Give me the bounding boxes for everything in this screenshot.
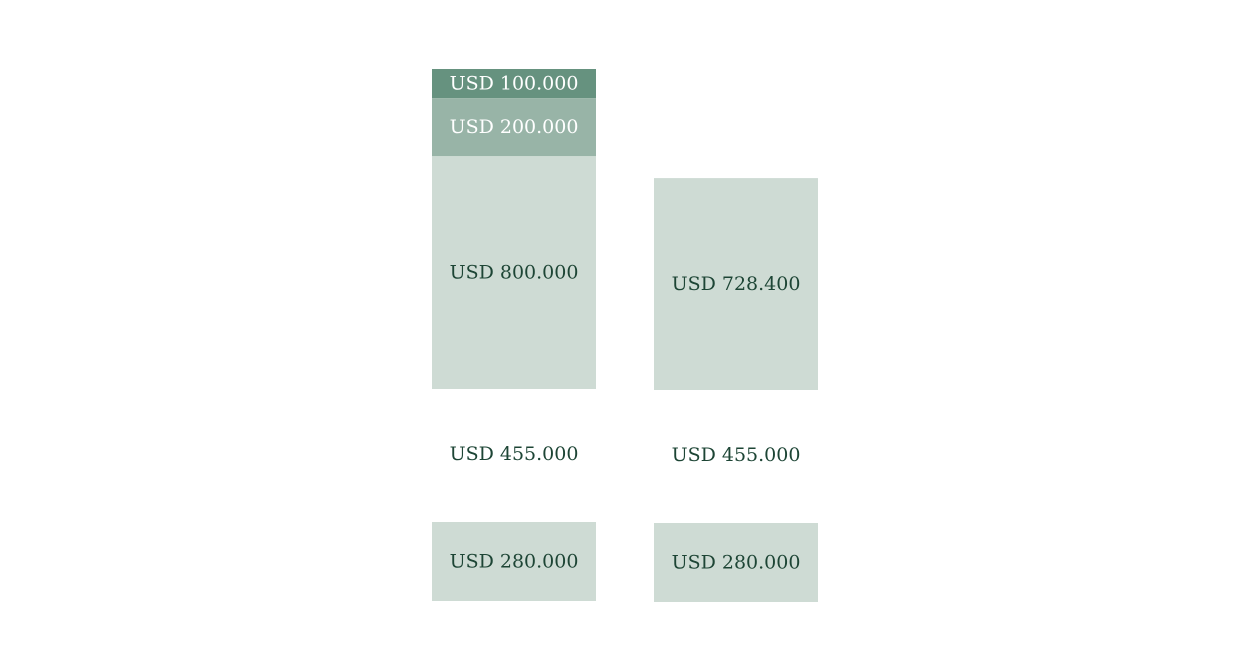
segment-value-label-c1-s5: USD 280.000 bbox=[450, 551, 579, 573]
bar-segment-c1-s5 bbox=[432, 522, 596, 601]
segment-value-label-c1-s4: USD 455.000 bbox=[450, 443, 579, 465]
segment-value-label-c1-s1: USD 100.000 bbox=[450, 73, 579, 95]
bar-segment-c2-s2 bbox=[654, 415, 818, 495]
segment-value-label-c2-s3: USD 280.000 bbox=[672, 552, 801, 574]
segment-value-label-c1-s2: USD 200.000 bbox=[450, 116, 579, 138]
segment-value-label-c2-s1: USD 728.400 bbox=[672, 273, 801, 295]
bar-segment-c2-s3 bbox=[654, 523, 818, 602]
segment-value-label-c2-s2: USD 455.000 bbox=[672, 444, 801, 466]
bar-segment-c1-s4 bbox=[432, 414, 596, 494]
bar-segment-c1-s1 bbox=[432, 69, 596, 99]
bar-segment-c1-s3 bbox=[432, 156, 596, 389]
segment-value-label-c1-s3: USD 800.000 bbox=[450, 262, 579, 284]
bar-segment-c2-s1 bbox=[654, 178, 818, 390]
bar-segment-c1-s2 bbox=[432, 98, 596, 157]
